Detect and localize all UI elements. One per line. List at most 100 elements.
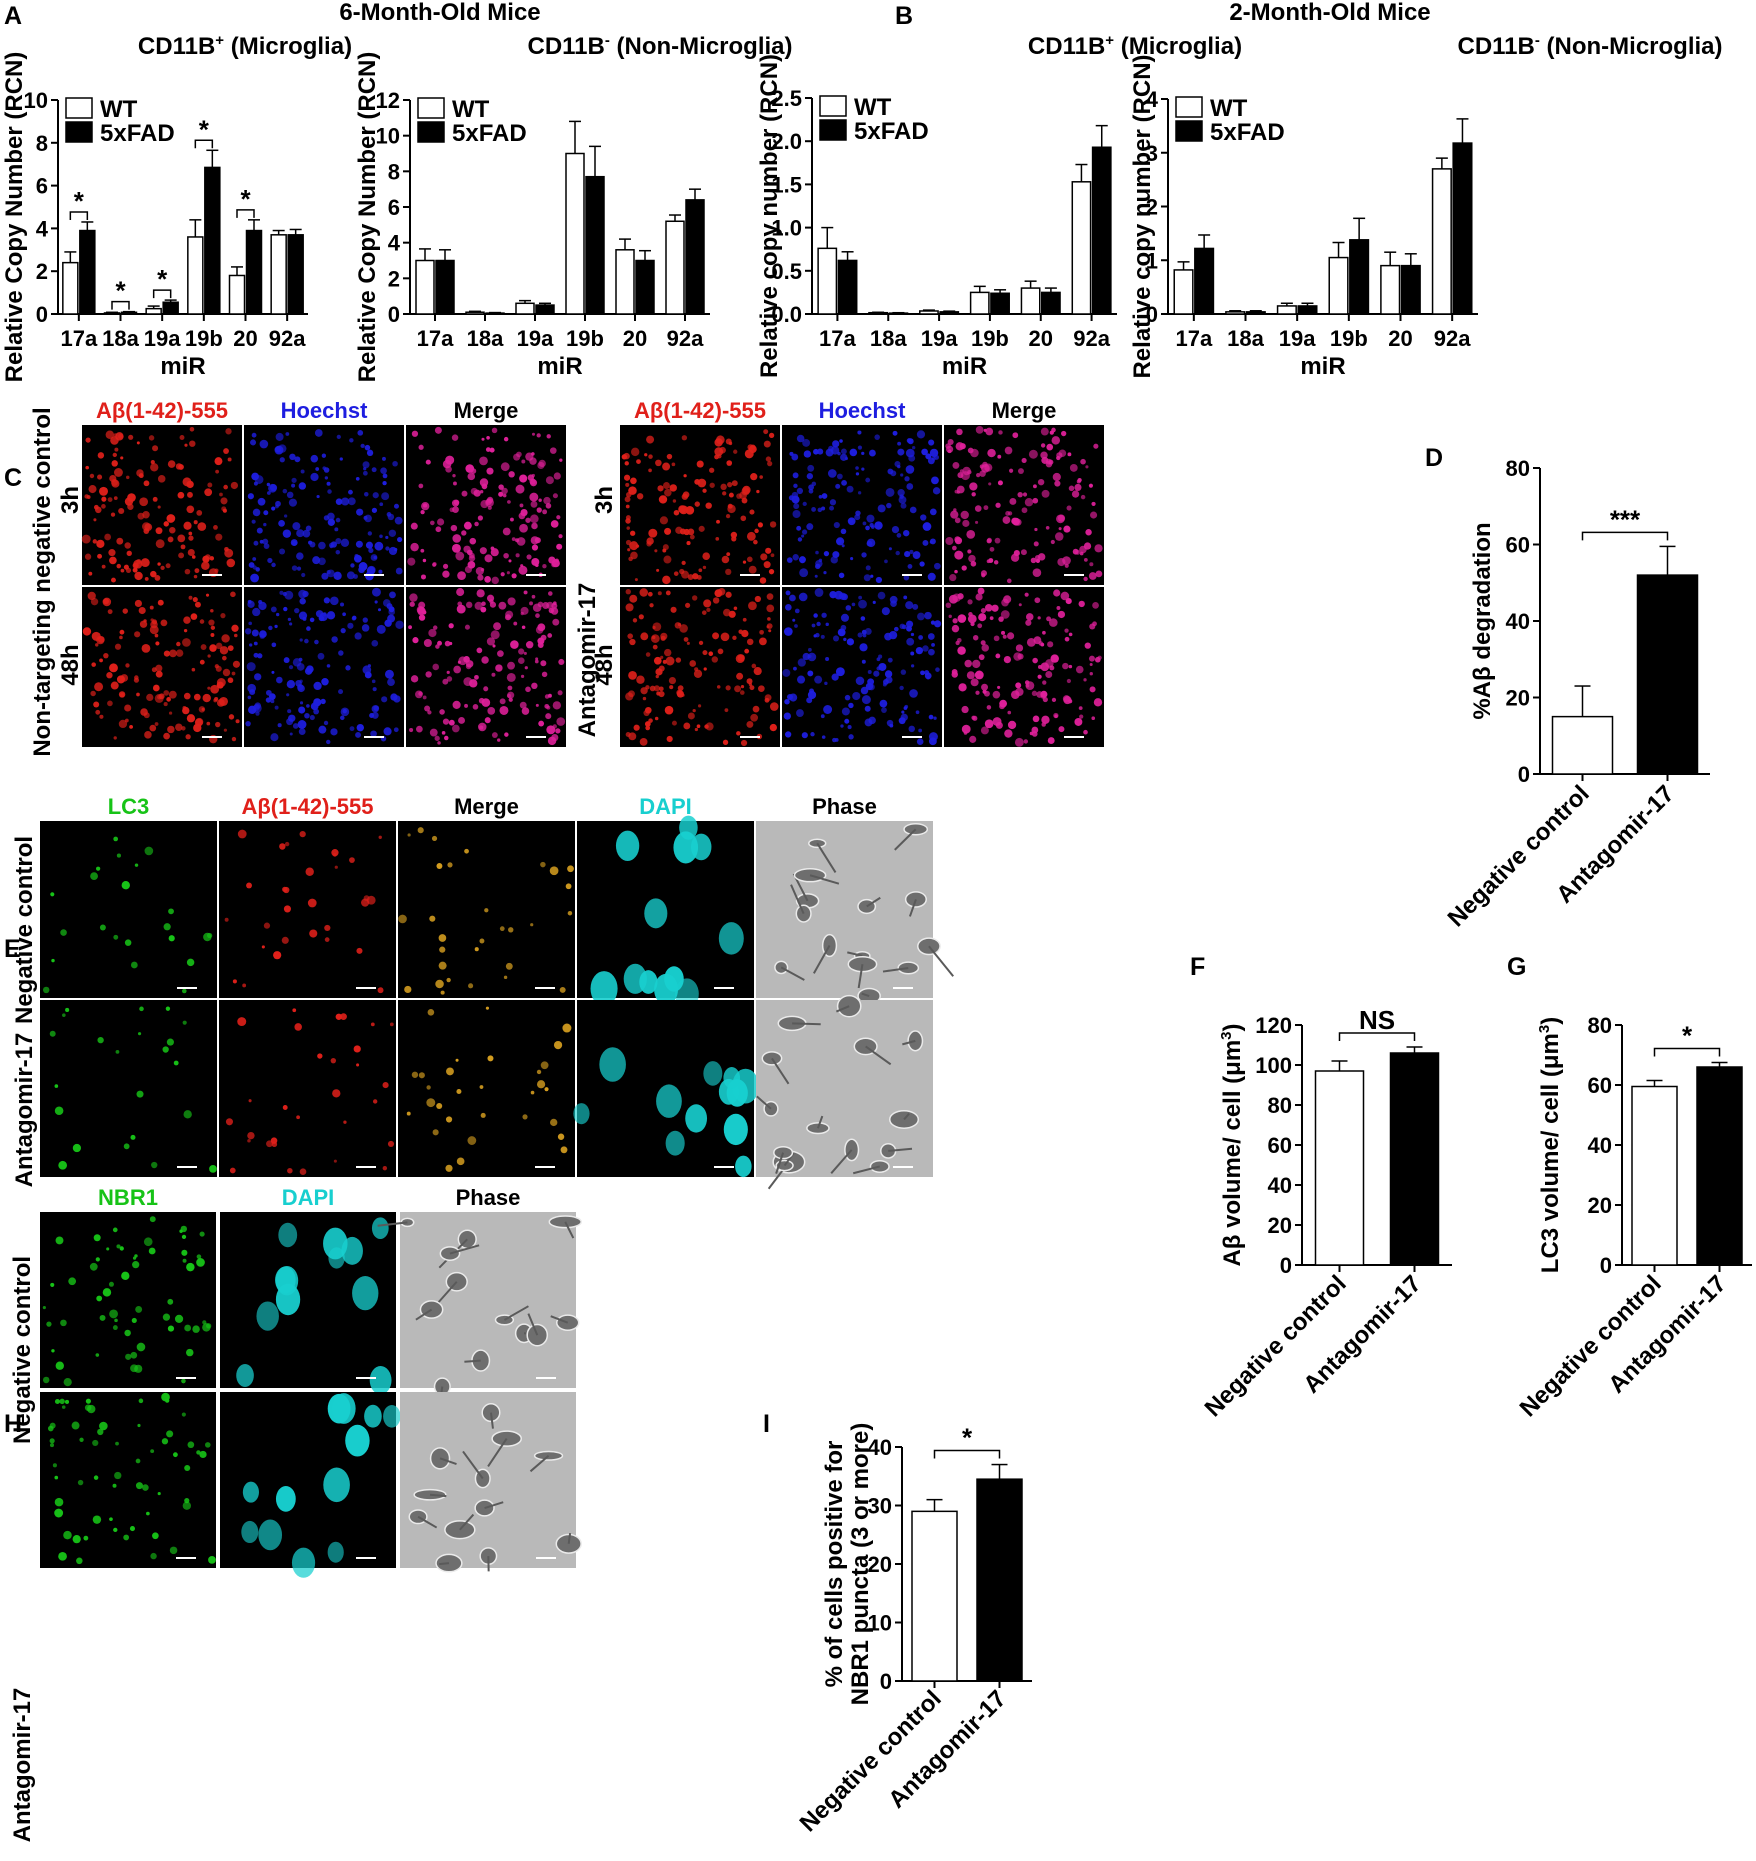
signal-spot xyxy=(118,719,128,729)
signal-spot xyxy=(130,1351,138,1359)
signal-spot xyxy=(785,590,791,596)
signal-spot xyxy=(843,637,847,642)
signal-spot xyxy=(553,472,561,480)
signal-spot xyxy=(862,633,867,638)
signal-spot xyxy=(957,593,964,600)
signal-spot xyxy=(119,692,125,698)
signal-spot xyxy=(271,670,275,674)
signal-spot xyxy=(166,1430,174,1438)
signal-spot xyxy=(54,1106,64,1116)
signal-spot xyxy=(725,568,732,575)
signal-spot xyxy=(945,445,954,453)
signal-spot xyxy=(119,635,123,640)
signal-spot xyxy=(152,1532,159,1540)
signal-spot xyxy=(534,659,539,664)
signal-spot xyxy=(383,727,392,736)
signal-spot xyxy=(279,457,285,463)
signal-spot xyxy=(511,573,517,579)
signal-spot xyxy=(395,620,404,629)
signal-spot xyxy=(113,736,117,740)
bar-5xfad xyxy=(120,311,138,315)
y-axis-label: Aβ volume/ cell (μm3) xyxy=(1218,1023,1246,1266)
signal-spot xyxy=(445,1116,453,1123)
cell-process xyxy=(484,1501,504,1509)
signal-spot xyxy=(379,502,384,507)
signal-spot xyxy=(515,553,520,558)
signal-spot xyxy=(615,830,640,861)
y-tick-label: 10 xyxy=(24,88,48,113)
signal-spot xyxy=(157,1492,161,1496)
signal-spot xyxy=(1045,659,1054,668)
signal-spot xyxy=(327,489,332,494)
cell-process xyxy=(861,992,870,997)
signal-spot xyxy=(221,506,227,512)
signal-spot xyxy=(906,637,915,646)
panel-letter-f: F xyxy=(1190,953,1205,981)
signal-spot xyxy=(502,493,507,498)
signal-spot xyxy=(50,1282,55,1287)
signal-spot xyxy=(969,482,978,491)
signal-spot xyxy=(340,628,346,634)
signal-spot xyxy=(531,432,536,436)
signal-spot xyxy=(132,567,138,573)
signal-spot xyxy=(621,454,628,460)
signal-spot xyxy=(945,602,952,609)
signal-spot xyxy=(891,525,900,534)
signal-spot xyxy=(180,544,186,550)
signal-spot xyxy=(908,725,915,733)
signal-spot xyxy=(492,644,496,648)
signal-spot xyxy=(912,551,921,559)
signal-spot xyxy=(469,679,478,688)
bar-negative-control xyxy=(1551,715,1614,775)
signal-spot xyxy=(175,723,183,731)
signal-spot xyxy=(783,627,793,636)
y-tick-label: 120 xyxy=(1255,1013,1292,1038)
signal-spot xyxy=(1040,427,1049,436)
signal-spot xyxy=(292,658,302,667)
signal-spot xyxy=(150,570,157,578)
signal-spot xyxy=(93,1475,99,1480)
signal-spot xyxy=(1080,494,1086,500)
signal-spot xyxy=(148,1247,156,1255)
bar-wt xyxy=(565,152,585,315)
micrograph-grid-e: LC3 Aβ(1-42)-555 Merge DAPI Phase xyxy=(40,794,954,1190)
signal-spot xyxy=(364,444,371,451)
y-tick-label: 20 xyxy=(1588,1193,1612,1218)
signal-spot xyxy=(83,1535,89,1541)
signal-spot xyxy=(525,640,534,649)
cell-process xyxy=(865,1045,892,1066)
x-tick-label: 20 xyxy=(623,326,647,351)
signal-spot xyxy=(900,669,907,675)
bar-antagomir-17 xyxy=(1696,1066,1743,1266)
signal-spot xyxy=(698,640,704,646)
signal-spot xyxy=(538,498,542,502)
signal-spot xyxy=(823,550,830,557)
signal-spot xyxy=(224,917,229,922)
signal-spot xyxy=(271,506,276,511)
y-axis-label: Relative copy number (RCN) xyxy=(1129,54,1156,378)
signal-spot xyxy=(142,1484,149,1491)
signal-spot xyxy=(849,448,858,457)
signal-spot xyxy=(754,528,759,534)
signal-spot xyxy=(210,608,214,613)
signal-spot xyxy=(206,932,213,939)
signal-spot xyxy=(387,1140,395,1148)
signal-spot xyxy=(969,735,977,743)
signal-spot xyxy=(861,451,865,456)
signal-spot xyxy=(442,563,449,569)
signal-spot xyxy=(416,725,423,733)
signal-spot xyxy=(261,945,265,949)
signal-spot xyxy=(452,724,460,733)
signal-spot xyxy=(410,522,418,530)
signal-spot xyxy=(810,732,815,737)
signal-spot xyxy=(846,638,855,646)
signal-spot xyxy=(628,671,637,680)
signal-spot xyxy=(877,504,886,513)
signal-spot xyxy=(154,722,159,726)
y-tick-label: 20 xyxy=(1506,686,1530,711)
signal-spot xyxy=(1069,464,1078,472)
signal-spot xyxy=(769,702,779,711)
signal-spot xyxy=(549,866,559,876)
signal-spot xyxy=(549,447,557,454)
signal-spot xyxy=(275,432,284,441)
